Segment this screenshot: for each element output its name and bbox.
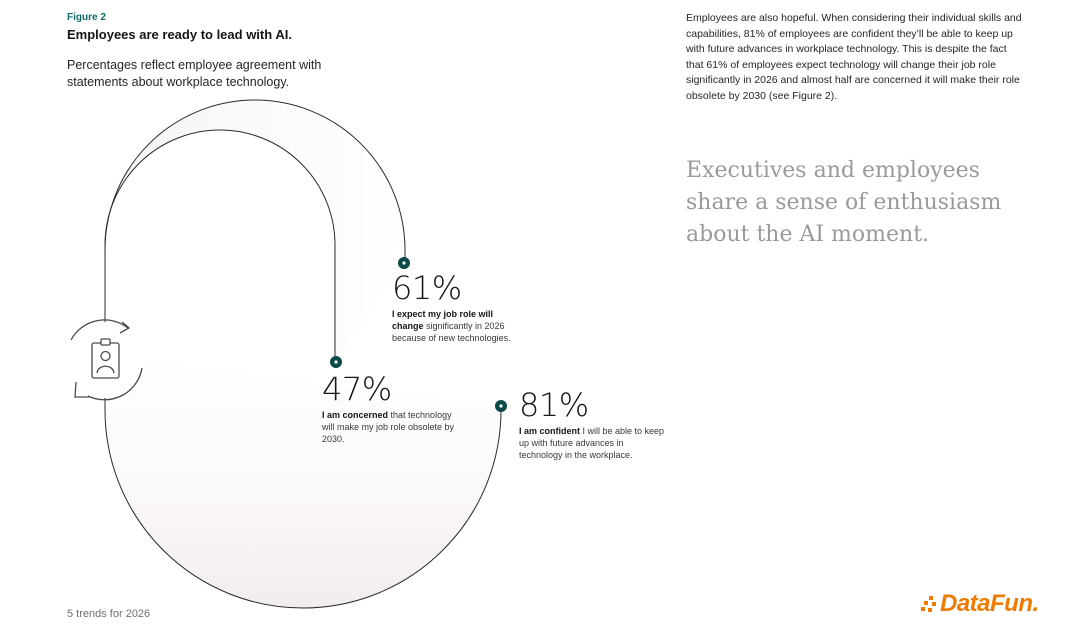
dot-61 — [398, 257, 410, 269]
stat-47: 47% I am concerned that technology will … — [322, 373, 462, 445]
employee-badge-icon — [91, 338, 120, 379]
refresh-arrows-icon — [70, 319, 143, 401]
stat-61-text: I expect my job role will change signifi… — [392, 309, 511, 343]
figure-subtitle: Percentages reflect employee agreement w… — [67, 58, 322, 89]
stat-47-text: I am concerned that technology will make… — [322, 410, 455, 444]
figure-label: Figure 2 — [67, 12, 106, 23]
figure-title: Employees are ready to lead with AI. — [67, 27, 292, 42]
arc-fill-upper — [105, 100, 405, 362]
stat-81-text: I am confident I will be able to keep up… — [519, 426, 665, 460]
footer-page-label: 5 trends for 2026 — [67, 608, 151, 620]
stat-81: 81% I am confident I will be able to kee… — [519, 389, 669, 461]
dot-81 — [495, 400, 507, 412]
arc-47 — [104, 129, 336, 362]
arc-81 — [104, 355, 502, 609]
pull-quote: Executives and employees share a sense o… — [686, 158, 1002, 247]
arc-61 — [104, 99, 406, 355]
stat-47-value: 47% — [322, 370, 392, 408]
dot-47 — [330, 356, 342, 368]
stat-61: 61% I expect my job role will change sig… — [392, 272, 522, 344]
stat-61-value: 61% — [392, 269, 462, 307]
stat-81-value: 81% — [519, 386, 589, 424]
datafun-watermark: DataFun. — [920, 590, 1039, 618]
datafun-wordmark: DataFun. — [940, 590, 1039, 617]
arc-fill-lower — [105, 355, 501, 608]
datafun-logo-icon — [921, 596, 936, 612]
intro-paragraph: Employees are also hopeful. When conside… — [686, 12, 1022, 102]
